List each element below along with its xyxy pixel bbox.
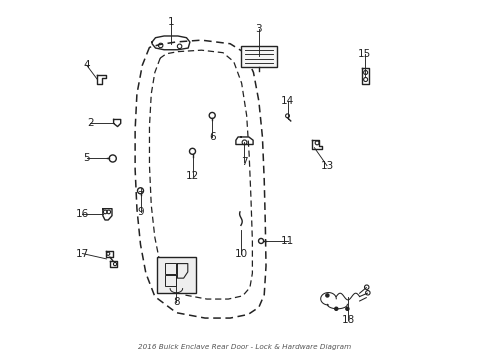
Text: 13: 13 xyxy=(320,161,333,171)
Circle shape xyxy=(345,307,348,310)
Text: 12: 12 xyxy=(185,171,199,181)
Text: 16: 16 xyxy=(76,209,89,219)
Text: 8: 8 xyxy=(173,297,179,307)
Circle shape xyxy=(325,294,328,297)
Text: 6: 6 xyxy=(208,132,215,142)
Bar xyxy=(164,262,176,274)
Text: 11: 11 xyxy=(280,236,294,246)
Bar xyxy=(240,46,276,67)
Text: 4: 4 xyxy=(83,60,90,70)
Text: 18: 18 xyxy=(341,315,354,325)
Text: 9: 9 xyxy=(137,207,143,217)
Circle shape xyxy=(334,307,337,310)
Text: 2: 2 xyxy=(87,118,93,128)
Text: 3: 3 xyxy=(255,24,262,35)
Text: 1: 1 xyxy=(167,17,174,27)
Bar xyxy=(164,275,176,287)
Text: 5: 5 xyxy=(83,153,90,163)
Text: 7: 7 xyxy=(241,157,247,167)
Text: 14: 14 xyxy=(280,96,294,106)
Text: 10: 10 xyxy=(234,248,247,258)
Text: 17: 17 xyxy=(76,248,89,258)
Bar xyxy=(156,257,196,293)
Text: 15: 15 xyxy=(357,49,370,59)
Text: 2016 Buick Enclave Rear Door - Lock & Hardware Diagram: 2016 Buick Enclave Rear Door - Lock & Ha… xyxy=(138,344,350,350)
